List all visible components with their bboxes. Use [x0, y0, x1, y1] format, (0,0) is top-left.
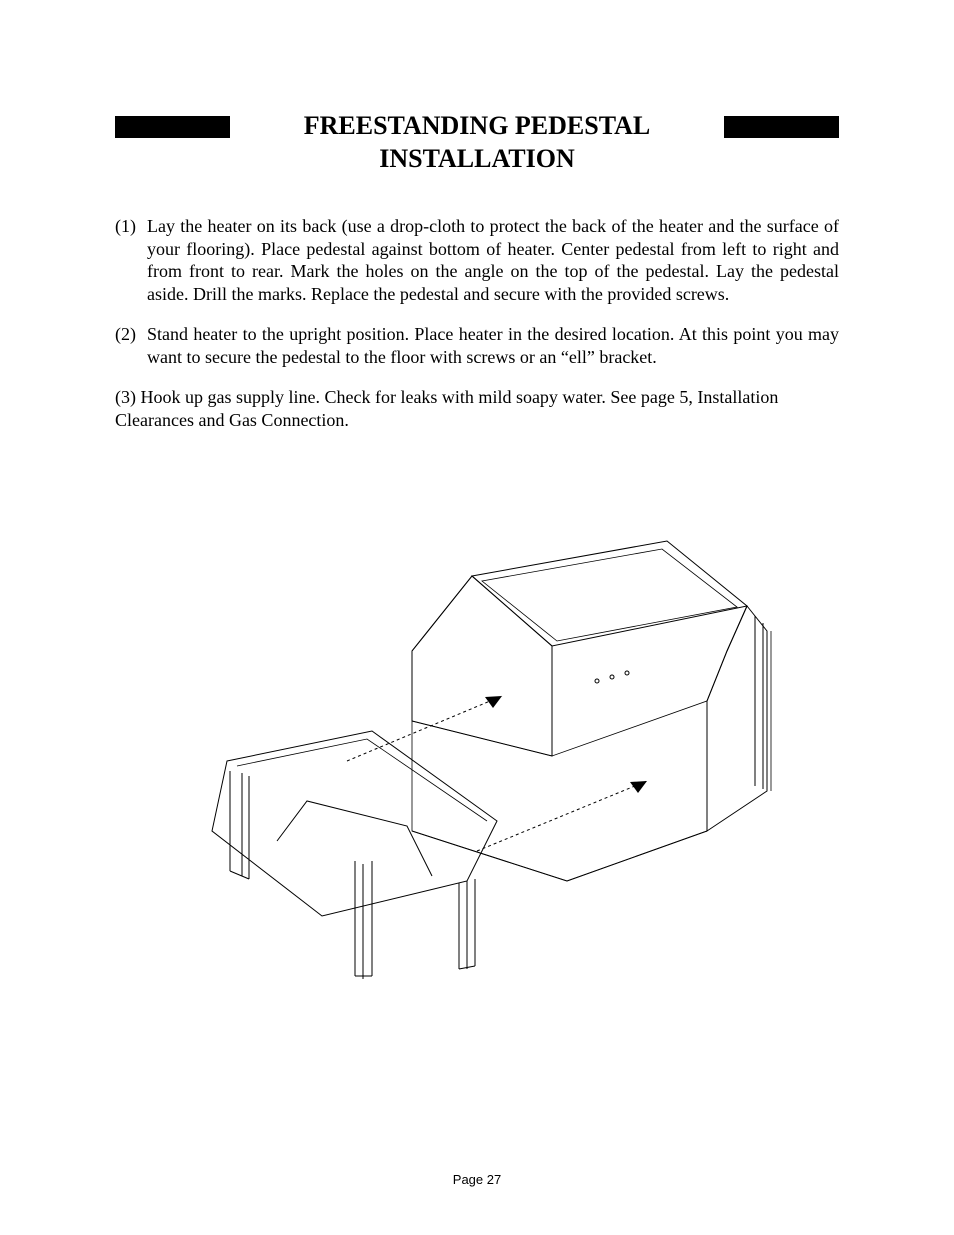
- step-3: (3) Hook up gas supply line. Check for l…: [115, 386, 839, 431]
- step-1: (1) Lay the heater on its back (use a dr…: [115, 215, 839, 305]
- right-header-bar: [724, 116, 839, 138]
- body-text: (1) Lay the heater on its back (use a dr…: [115, 215, 839, 431]
- header-row: FREESTANDING PEDESTAL INSTALLATION: [115, 110, 839, 175]
- page-title: FREESTANDING PEDESTAL INSTALLATION: [230, 110, 724, 175]
- step-2-body: Stand heater to the upright position. Pl…: [147, 323, 839, 368]
- page-content: FREESTANDING PEDESTAL INSTALLATION (1) L…: [0, 0, 954, 1021]
- assembly-diagram-svg: [167, 521, 787, 1021]
- title-line-2: INSTALLATION: [379, 144, 575, 173]
- page-number: Page 27: [0, 1172, 954, 1187]
- title-line-1: FREESTANDING PEDESTAL: [304, 111, 651, 140]
- step-2-number: (2): [115, 323, 147, 368]
- step-1-body: Lay the heater on its back (use a drop-c…: [147, 215, 839, 305]
- step-2: (2) Stand heater to the upright position…: [115, 323, 839, 368]
- assembly-diagram: [115, 521, 839, 1021]
- step-1-number: (1): [115, 215, 147, 305]
- left-header-bar: [115, 116, 230, 138]
